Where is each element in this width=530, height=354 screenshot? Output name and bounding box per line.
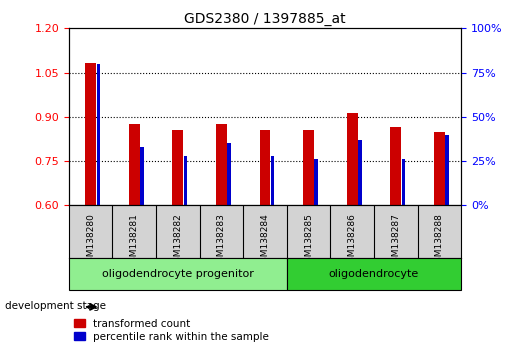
Text: GSM138283: GSM138283 bbox=[217, 213, 226, 268]
Bar bbox=[85, 63, 96, 205]
Bar bbox=[96, 64, 100, 205]
Bar bbox=[271, 156, 275, 205]
Bar bbox=[172, 130, 183, 205]
Bar bbox=[140, 147, 144, 205]
Text: oligodendrocyte: oligodendrocyte bbox=[329, 269, 419, 279]
Text: GSM138286: GSM138286 bbox=[348, 213, 357, 268]
Legend: transformed count, percentile rank within the sample: transformed count, percentile rank withi… bbox=[74, 319, 269, 342]
Text: oligodendrocyte progenitor: oligodendrocyte progenitor bbox=[102, 269, 254, 279]
Bar bbox=[227, 143, 231, 205]
Text: development stage: development stage bbox=[5, 301, 107, 311]
Bar bbox=[445, 135, 449, 205]
Bar bbox=[402, 159, 405, 205]
Text: GSM138284: GSM138284 bbox=[261, 213, 269, 268]
Text: GSM138282: GSM138282 bbox=[173, 213, 182, 268]
Bar bbox=[184, 156, 187, 205]
Bar bbox=[260, 130, 270, 205]
Bar bbox=[314, 159, 318, 205]
Text: GSM138287: GSM138287 bbox=[391, 213, 400, 268]
Bar bbox=[434, 132, 445, 205]
Bar bbox=[390, 127, 401, 205]
Text: GSM138285: GSM138285 bbox=[304, 213, 313, 268]
Bar bbox=[347, 113, 358, 205]
Bar bbox=[129, 124, 140, 205]
Title: GDS2380 / 1397885_at: GDS2380 / 1397885_at bbox=[184, 12, 346, 26]
Text: GSM138280: GSM138280 bbox=[86, 213, 95, 268]
Text: GSM138288: GSM138288 bbox=[435, 213, 444, 268]
Text: GSM138281: GSM138281 bbox=[130, 213, 139, 268]
Bar bbox=[358, 140, 361, 205]
Bar bbox=[287, 258, 461, 290]
Bar bbox=[216, 124, 227, 205]
Bar bbox=[69, 258, 287, 290]
Bar bbox=[303, 130, 314, 205]
